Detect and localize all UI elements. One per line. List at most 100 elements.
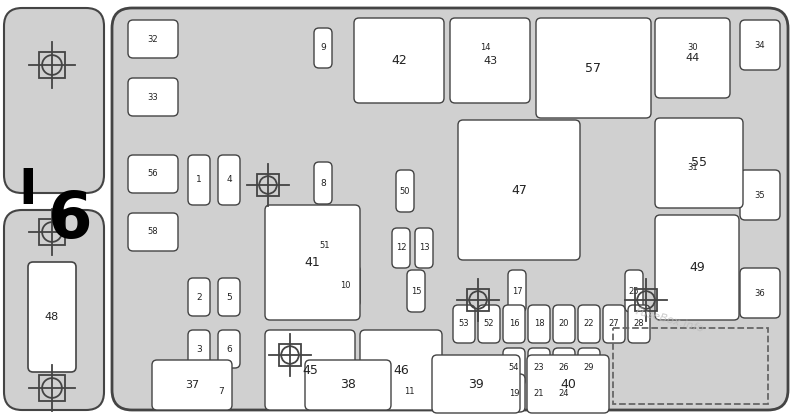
FancyBboxPatch shape — [28, 262, 76, 372]
FancyBboxPatch shape — [603, 305, 625, 343]
Text: 18: 18 — [534, 319, 544, 329]
Text: 21: 21 — [534, 388, 544, 398]
Text: I: I — [18, 166, 37, 214]
FancyBboxPatch shape — [415, 228, 433, 268]
FancyBboxPatch shape — [503, 305, 525, 343]
FancyBboxPatch shape — [528, 348, 550, 386]
FancyBboxPatch shape — [407, 270, 425, 312]
Text: 54: 54 — [509, 362, 519, 372]
FancyBboxPatch shape — [578, 305, 600, 343]
FancyBboxPatch shape — [508, 270, 526, 312]
FancyBboxPatch shape — [188, 330, 210, 368]
Text: 40: 40 — [560, 377, 576, 390]
Text: 10: 10 — [340, 281, 350, 291]
FancyBboxPatch shape — [655, 118, 743, 208]
FancyBboxPatch shape — [684, 148, 702, 186]
FancyBboxPatch shape — [128, 213, 178, 251]
Text: 30: 30 — [688, 43, 698, 51]
FancyBboxPatch shape — [128, 78, 178, 116]
FancyBboxPatch shape — [188, 155, 210, 205]
FancyBboxPatch shape — [396, 170, 414, 212]
FancyBboxPatch shape — [553, 374, 575, 412]
Text: 15: 15 — [410, 286, 422, 296]
FancyBboxPatch shape — [684, 28, 702, 66]
Text: 32: 32 — [148, 35, 158, 43]
FancyBboxPatch shape — [305, 360, 391, 410]
Text: 49: 49 — [689, 261, 705, 274]
Text: 31: 31 — [688, 163, 698, 171]
Text: 50: 50 — [400, 186, 410, 196]
Text: 7: 7 — [218, 387, 224, 395]
FancyBboxPatch shape — [218, 155, 240, 205]
FancyBboxPatch shape — [503, 348, 525, 386]
FancyBboxPatch shape — [265, 330, 355, 410]
FancyBboxPatch shape — [503, 374, 525, 412]
Text: 45: 45 — [302, 364, 318, 377]
FancyBboxPatch shape — [314, 162, 332, 204]
FancyBboxPatch shape — [478, 305, 500, 343]
Text: 28: 28 — [634, 319, 644, 329]
Text: 11: 11 — [404, 387, 414, 395]
FancyBboxPatch shape — [392, 228, 410, 268]
Text: 27: 27 — [609, 319, 619, 329]
Text: 25: 25 — [629, 286, 639, 296]
Text: 4: 4 — [226, 176, 232, 184]
FancyBboxPatch shape — [316, 225, 334, 267]
FancyBboxPatch shape — [553, 305, 575, 343]
FancyBboxPatch shape — [740, 170, 780, 220]
Text: 34: 34 — [754, 41, 766, 49]
Text: 14: 14 — [480, 43, 490, 51]
Text: 29: 29 — [584, 362, 594, 372]
FancyBboxPatch shape — [314, 28, 332, 68]
Text: 56: 56 — [148, 170, 158, 178]
Bar — [39, 375, 65, 400]
FancyBboxPatch shape — [625, 270, 643, 312]
Text: 48: 48 — [45, 312, 59, 322]
Text: 47: 47 — [511, 184, 527, 196]
FancyBboxPatch shape — [218, 330, 240, 368]
Text: 24: 24 — [558, 388, 570, 398]
Text: 8: 8 — [320, 178, 326, 188]
FancyBboxPatch shape — [128, 155, 178, 193]
FancyBboxPatch shape — [112, 8, 788, 410]
Text: 3: 3 — [196, 344, 202, 354]
FancyBboxPatch shape — [578, 348, 600, 386]
FancyBboxPatch shape — [212, 372, 230, 410]
FancyBboxPatch shape — [450, 18, 530, 103]
FancyBboxPatch shape — [476, 28, 494, 66]
Text: 37: 37 — [185, 380, 199, 390]
FancyBboxPatch shape — [400, 372, 418, 410]
FancyBboxPatch shape — [4, 210, 104, 410]
Text: 17: 17 — [512, 286, 522, 296]
FancyBboxPatch shape — [218, 278, 240, 316]
Text: 35: 35 — [754, 191, 766, 199]
Text: 57: 57 — [586, 61, 602, 74]
Text: 55: 55 — [691, 156, 707, 170]
Bar — [257, 174, 279, 196]
Bar — [279, 344, 301, 366]
Text: 51: 51 — [320, 242, 330, 250]
Text: 26: 26 — [558, 362, 570, 372]
FancyBboxPatch shape — [536, 18, 651, 118]
Text: 13: 13 — [418, 244, 430, 252]
FancyBboxPatch shape — [360, 330, 442, 410]
Bar — [467, 289, 490, 311]
FancyBboxPatch shape — [655, 18, 730, 98]
Text: 5: 5 — [226, 293, 232, 301]
Text: FuseBox.info: FuseBox.info — [634, 306, 706, 334]
FancyBboxPatch shape — [528, 305, 550, 343]
FancyBboxPatch shape — [4, 8, 104, 193]
FancyBboxPatch shape — [152, 360, 232, 410]
FancyBboxPatch shape — [740, 20, 780, 70]
Text: 19: 19 — [509, 388, 519, 398]
Text: 52: 52 — [484, 319, 494, 329]
FancyBboxPatch shape — [628, 305, 650, 343]
Bar — [39, 52, 65, 78]
Bar — [635, 289, 657, 311]
FancyBboxPatch shape — [458, 120, 580, 260]
FancyBboxPatch shape — [528, 374, 550, 412]
Bar — [39, 219, 65, 245]
FancyBboxPatch shape — [128, 20, 178, 58]
Text: 2: 2 — [196, 293, 202, 301]
Text: 6: 6 — [226, 344, 232, 354]
